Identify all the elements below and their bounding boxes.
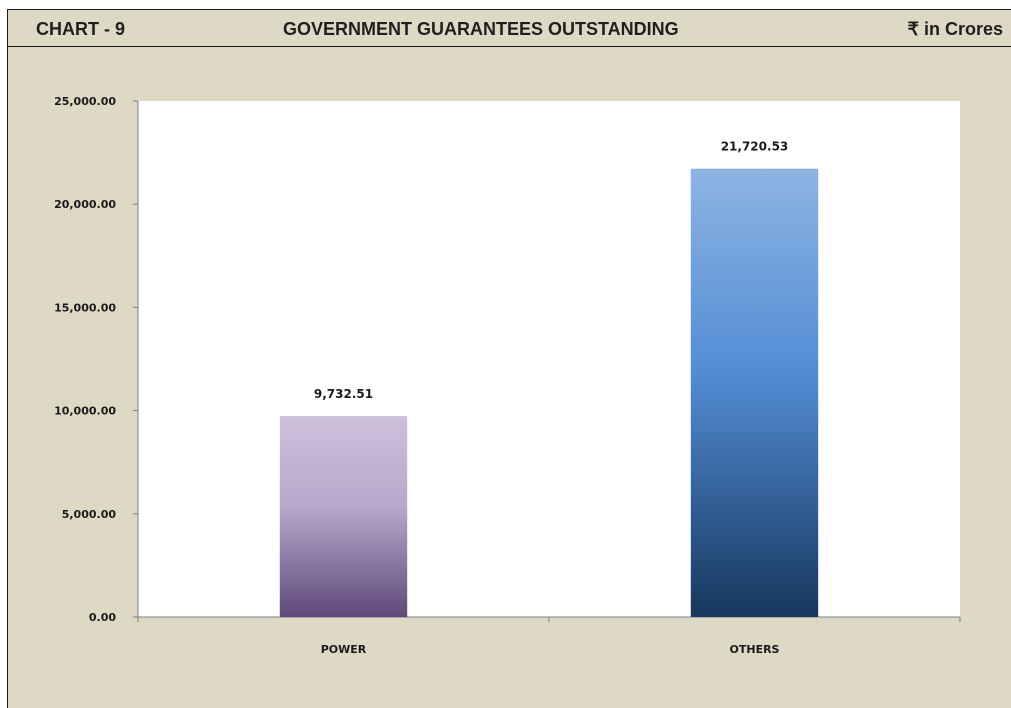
- bar-others: [690, 168, 819, 617]
- y-tick-label: 5,000.00: [62, 508, 117, 521]
- y-tick-label: 20,000.00: [54, 198, 116, 211]
- chart-title: GOVERNMENT GUARANTEES OUTSTANDING: [283, 19, 679, 39]
- y-tick-label: 10,000.00: [54, 405, 116, 418]
- plot-area: [138, 101, 960, 617]
- unit-label: ₹ in Crores: [907, 19, 1003, 39]
- data-label: 9,732.51: [314, 387, 373, 401]
- y-tick-label: 0.00: [89, 611, 116, 624]
- chart-header: CHART - 9 GOVERNMENT GUARANTEES OUTSTAND…: [8, 10, 1011, 47]
- data-label: 21,720.53: [721, 140, 789, 154]
- x-tick-label: OTHERS: [730, 643, 780, 656]
- chart-number: CHART - 9: [36, 19, 125, 39]
- bar-power: [279, 416, 408, 617]
- y-tick-label: 25,000.00: [54, 95, 116, 108]
- y-tick-label: 15,000.00: [54, 301, 116, 314]
- x-tick-label: POWER: [321, 643, 367, 656]
